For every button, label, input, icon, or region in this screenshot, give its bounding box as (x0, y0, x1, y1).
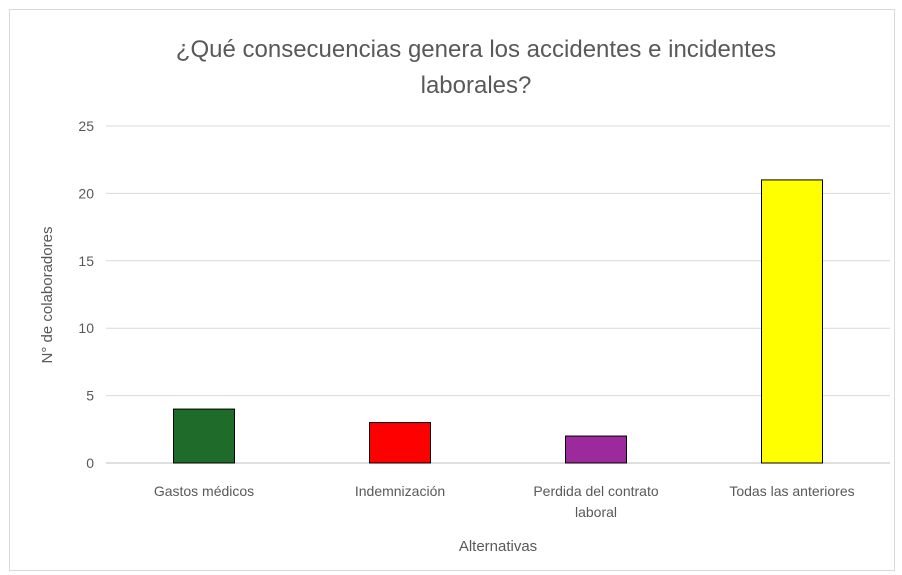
y-axis-title: N° de colaboradores (39, 227, 56, 364)
chart-title-line: laborales? (421, 72, 532, 99)
x-axis-title: Alternativas (459, 538, 537, 555)
x-tick-label: Todas las anteriores (729, 483, 854, 499)
y-tick-label: 25 (78, 118, 94, 134)
y-tick-label: 5 (86, 388, 94, 404)
y-tick-label: 15 (78, 253, 94, 269)
y-tick-label: 20 (78, 185, 94, 201)
bar (761, 179, 823, 464)
x-tick-label: laboral (575, 504, 617, 520)
chart-frame (9, 9, 895, 571)
bar (173, 408, 235, 464)
y-tick-label: 10 (78, 320, 94, 336)
chart-title-line: ¿Qué consecuencias genera los accidentes… (176, 36, 776, 63)
bar (369, 422, 431, 464)
bar (565, 435, 627, 464)
x-tick-label: Perdida del contrato (533, 483, 659, 499)
y-tick-label: 0 (86, 455, 94, 471)
x-tick-label: Gastos médicos (154, 483, 254, 499)
x-tick-label: Indemnización (355, 483, 445, 499)
